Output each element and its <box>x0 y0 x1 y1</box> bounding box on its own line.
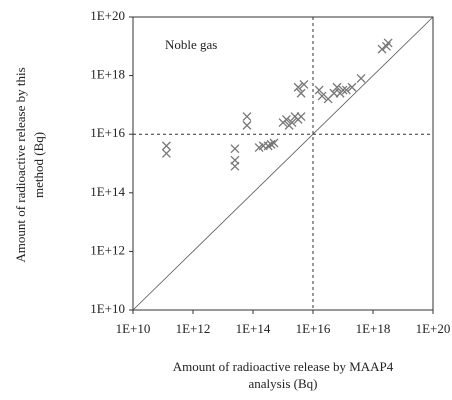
marker <box>296 112 306 122</box>
marker <box>230 144 240 154</box>
plot-frame <box>132 16 434 311</box>
marker <box>299 79 309 89</box>
marker <box>266 139 276 149</box>
marker <box>161 149 171 158</box>
y-tick-label: 1E+14 <box>90 184 125 199</box>
y-tick-label: 1E+16 <box>90 125 125 140</box>
x-tick-label: 1E+16 <box>296 321 331 336</box>
marker <box>242 120 252 130</box>
marker <box>296 88 306 98</box>
y-tick-label: 1E+12 <box>90 242 125 257</box>
marker <box>293 82 303 92</box>
y-axis-label: method (Bq) <box>31 132 46 198</box>
marker <box>230 161 240 171</box>
marker <box>161 141 171 151</box>
diagonal <box>132 16 434 311</box>
marker <box>287 118 297 127</box>
y-tick-label: 1E+18 <box>90 67 125 82</box>
marker <box>314 85 324 95</box>
marker <box>281 114 291 124</box>
x-axis-label: Amount of radioactive release by MAAP4 <box>173 359 394 374</box>
marker <box>269 138 279 148</box>
marker <box>347 82 357 92</box>
marker <box>317 91 327 101</box>
annotation: Noble gas <box>165 37 217 52</box>
y-axis-label-group: Amount of radioactive release by this me… <box>13 67 46 262</box>
x-tick-label: 1E+10 <box>116 321 151 336</box>
x-tick-label: 1E+14 <box>236 321 271 336</box>
marker <box>242 112 252 122</box>
y-tick-label: 1E+20 <box>90 8 125 23</box>
x-tick-label: 1E+12 <box>176 321 211 336</box>
x-axis-label: analysis (Bq) <box>249 376 318 391</box>
x-tick-label: 1E+20 <box>416 321 451 336</box>
marker <box>332 82 342 92</box>
marker <box>341 85 351 95</box>
marker <box>263 141 273 151</box>
y-axis-label: Amount of radioactive release by this <box>13 67 28 262</box>
y-tick-label: 1E+10 <box>90 301 125 316</box>
x-tick-label: 1E+18 <box>356 321 391 336</box>
marker <box>338 85 348 95</box>
marker <box>383 38 393 48</box>
marker <box>356 73 366 83</box>
